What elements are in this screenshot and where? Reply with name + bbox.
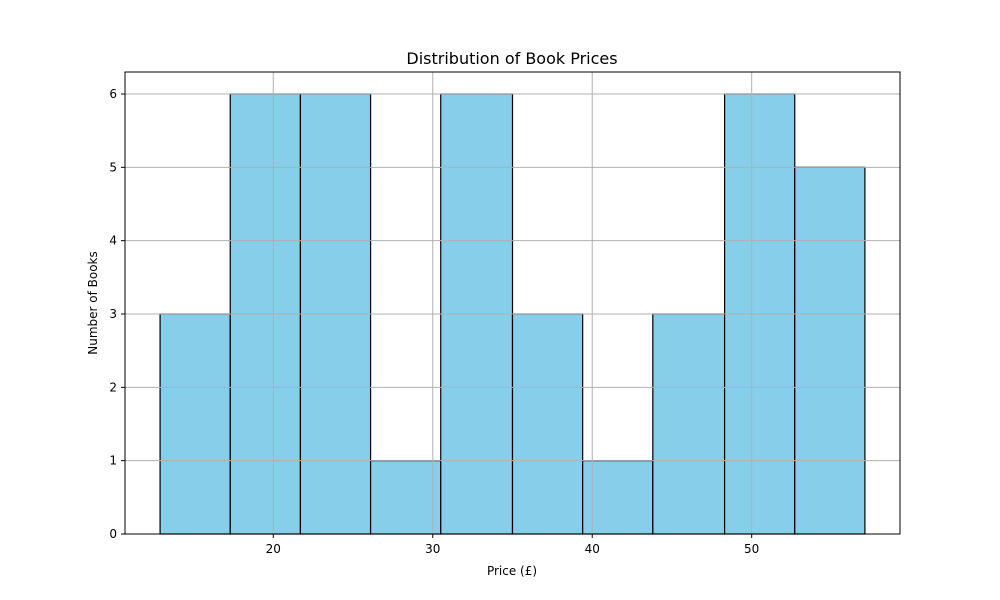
ticks: 20 30 40 50 0 1 2 3 4 5 6 [109,87,759,556]
x-tick-label: 50 [744,542,759,556]
histogram-bar [652,313,726,535]
y-axis-label: Number of Books [86,251,100,355]
plot-frame [124,71,901,535]
x-tick-label: 40 [585,542,600,556]
x-tick-label: 20 [266,542,281,556]
y-tick-label: 3 [109,307,117,321]
y-tick-label: 4 [109,234,117,248]
x-axis-label: Price (£) [487,564,537,578]
histogram-bar [582,460,654,535]
y-tick-label: 2 [109,380,117,394]
x-tick-label: 30 [425,542,440,556]
y-tick-label: 1 [109,454,117,468]
y-tick-label: 6 [109,87,117,101]
chart-title: Distribution of Book Prices [406,49,617,68]
histogram-bar [511,313,584,535]
y-tick-label: 5 [109,160,117,174]
histogram-bar [159,313,231,535]
histogram-bar [794,166,866,535]
y-tick-label: 0 [109,527,117,541]
histogram-bar [369,460,442,535]
